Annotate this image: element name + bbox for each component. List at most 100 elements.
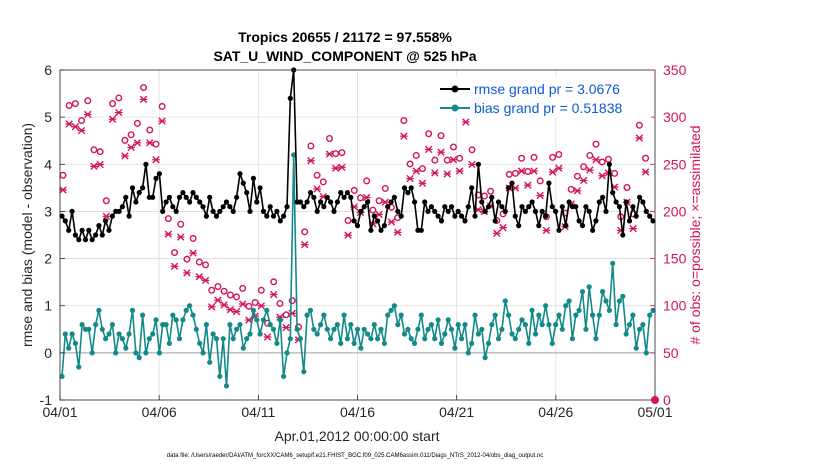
- bias-point: [445, 317, 451, 323]
- obs-possible-point: [202, 261, 210, 269]
- rmse-point: [630, 204, 636, 210]
- rmse-point: [176, 194, 183, 200]
- obs-assimilated-point: [195, 272, 204, 281]
- bias-point: [76, 364, 82, 370]
- obs-assimilated-point: [282, 323, 290, 332]
- bias-point: [200, 350, 206, 356]
- rmse-point: [442, 204, 448, 210]
- obs-possible-point: [598, 158, 606, 166]
- obs-assimilated-point: [598, 172, 606, 180]
- bias-point: [553, 322, 559, 328]
- rmse-point: [647, 213, 653, 219]
- bias-point: [223, 383, 230, 389]
- bias-point: [220, 336, 226, 342]
- rmse-point: [395, 208, 401, 214]
- obs-possible-point: [245, 302, 253, 310]
- rmse-point: [522, 208, 529, 214]
- obs-possible-point: [140, 84, 148, 92]
- obs-possible-point: [536, 177, 544, 185]
- obs-possible-point: [567, 185, 575, 193]
- rmse-point: [348, 194, 354, 200]
- rmse-point: [606, 161, 613, 167]
- bias-point: [176, 336, 183, 342]
- bias-point: [475, 331, 481, 337]
- rmse-point: [69, 208, 75, 214]
- bias-point: [435, 317, 441, 323]
- bias-point: [623, 331, 629, 337]
- rmse-point: [502, 208, 508, 214]
- obs-assimilated-point: [524, 181, 532, 189]
- obs-assimilated-point: [635, 134, 644, 142]
- rmse-point: [361, 204, 367, 210]
- obs-assimilated-point: [585, 166, 594, 174]
- rmse-point: [365, 199, 371, 205]
- obs-possible-point: [220, 287, 228, 295]
- rmse-point: [277, 218, 283, 224]
- rmse-point: [620, 232, 626, 238]
- rmse-point: [573, 204, 579, 210]
- bias-point: [371, 322, 377, 328]
- bias-point: [442, 331, 448, 337]
- rmse-point: [532, 208, 539, 214]
- legend-rmse-label: rmse grand pr = 3.0676: [474, 81, 620, 97]
- obs-possible-point: [146, 126, 154, 134]
- bias-point: [328, 336, 334, 342]
- bias-point: [62, 331, 68, 337]
- rmse-point: [543, 213, 549, 219]
- bias-point: [452, 345, 458, 351]
- legend-bias-label: bias grand pr = 0.51838: [474, 100, 622, 116]
- bias-point: [79, 322, 85, 328]
- bias-point: [516, 326, 522, 332]
- obs-possible-point: [177, 220, 185, 228]
- rmse-point: [257, 185, 263, 191]
- obs-possible-point: [195, 258, 203, 266]
- rmse-point: [526, 204, 532, 210]
- bias-point: [351, 340, 357, 346]
- obs-possible-point: [412, 151, 420, 159]
- rmse-point: [314, 208, 320, 214]
- obs-possible-point: [288, 297, 296, 305]
- bias-point: [418, 312, 424, 318]
- bias-point: [106, 331, 112, 337]
- obs-possible-point: [226, 291, 234, 299]
- rmse-point: [600, 194, 606, 200]
- bias-point: [59, 373, 65, 379]
- rmse-point: [603, 208, 609, 214]
- obs-assimilated-point: [152, 156, 160, 164]
- rmse-point: [220, 204, 226, 210]
- obs-assimilated-point: [455, 167, 464, 175]
- bias-point: [600, 289, 606, 295]
- rmse-point: [197, 199, 203, 205]
- rmse-point: [579, 223, 586, 229]
- obs-assimilated-point: [238, 300, 247, 308]
- bias-point: [247, 331, 253, 337]
- rmse-point: [506, 185, 512, 191]
- obs-possible-point: [78, 117, 86, 125]
- bias-point: [506, 312, 512, 318]
- obs-assimilated-point: [313, 185, 321, 193]
- bias-point: [297, 336, 303, 342]
- bias-point: [166, 340, 172, 346]
- rmse-point: [334, 199, 340, 205]
- rmse-point: [210, 208, 216, 214]
- rmse-point: [281, 213, 287, 219]
- obs-assimilated-point: [189, 249, 197, 257]
- obs-possible-point: [344, 217, 352, 225]
- obs-possible-point: [592, 140, 600, 148]
- bias-point: [99, 326, 105, 332]
- obs-possible-point: [164, 215, 172, 223]
- rmse-point: [351, 218, 357, 224]
- obs-assimilated-point: [207, 303, 216, 311]
- obs-assimilated-point: [201, 276, 210, 285]
- obs-assimilated-point: [263, 333, 272, 341]
- obs-assimilated-point: [393, 228, 402, 237]
- y2-tick-label: 0: [663, 392, 671, 408]
- bias-point: [294, 326, 300, 332]
- rmse-point: [452, 213, 458, 219]
- bias-point: [405, 326, 411, 332]
- obs-possible-point: [90, 146, 98, 154]
- obs-assimilated-point: [418, 179, 427, 188]
- bias-point: [479, 326, 485, 332]
- obs-possible-point: [301, 228, 309, 236]
- obs-possible-point: [431, 156, 439, 164]
